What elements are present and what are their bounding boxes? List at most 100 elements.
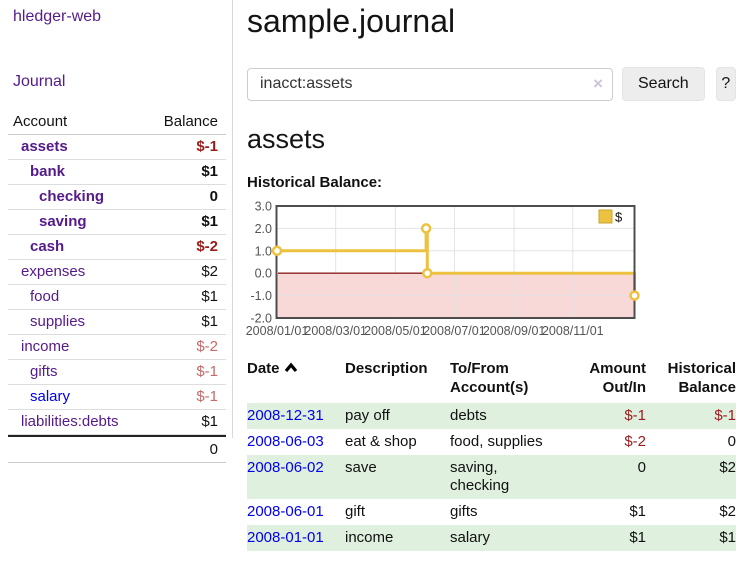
register-header-row: Date Description To/From Account(s) Amou…	[247, 359, 736, 403]
transaction-amount: $1	[629, 529, 646, 546]
transaction-date-link[interactable]: 2008-06-03	[247, 433, 324, 450]
data-point-markers	[271, 223, 640, 301]
transaction-date-link[interactable]: 2008-01-01	[247, 529, 324, 546]
account-row-gifts: gifts $-1	[8, 360, 226, 385]
account-link-food[interactable]: food	[30, 288, 60, 305]
account-row-expenses: expenses $2	[8, 260, 226, 285]
clear-search-icon[interactable]: ×	[593, 73, 603, 93]
transaction-balance: $2	[719, 503, 736, 520]
svg-text:3.0: 3.0	[255, 200, 272, 214]
transaction-amount: $-2	[624, 433, 646, 450]
account-link-income[interactable]: income	[21, 338, 70, 355]
account-row-income: income $-2	[8, 335, 226, 360]
balance-header: Historical Balance	[667, 360, 736, 396]
transaction-description: pay off	[345, 407, 390, 424]
sort-by-date-header[interactable]: Date	[247, 359, 345, 403]
transaction-balance: 0	[727, 433, 736, 450]
svg-text:2008/05/01: 2008/05/01	[364, 324, 427, 338]
transaction-date-link[interactable]: 2008-12-31	[247, 407, 324, 424]
svg-text:2008/01/01: 2008/01/01	[246, 324, 309, 338]
account-link-gifts[interactable]: gifts	[30, 363, 58, 380]
table-row: 2008-01-01 income salary $1 $1	[247, 525, 736, 551]
transaction-date-link[interactable]: 2008-06-01	[247, 503, 324, 520]
svg-text:2008/09/01: 2008/09/01	[483, 324, 546, 338]
search-form: × Search ?	[247, 67, 736, 101]
account-link-saving[interactable]: saving	[39, 213, 87, 230]
transaction-accounts: gifts	[450, 503, 478, 520]
account-balance: $1	[201, 413, 218, 430]
account-balance: $1	[201, 288, 218, 305]
description-header: Description	[345, 360, 428, 377]
accounts-header-account: Account	[13, 113, 68, 130]
accounts-total-value: 0	[209, 441, 218, 458]
transaction-description: save	[345, 459, 377, 476]
sidebar-item-journal[interactable]: Journal	[13, 73, 66, 90]
transaction-accounts: food, supplies	[450, 433, 543, 450]
transaction-amount: $1	[629, 503, 646, 520]
svg-text:2008/03/01: 2008/03/01	[304, 324, 367, 338]
account-row-saving: saving $1	[8, 210, 226, 235]
account-balance: 0	[209, 188, 218, 205]
account-balance: $1	[201, 313, 218, 330]
chart-legend: $	[598, 209, 623, 225]
transaction-description: eat & shop	[345, 433, 417, 450]
svg-text:2.0: 2.0	[255, 222, 272, 236]
account-link-bank[interactable]: bank	[30, 163, 66, 180]
account-balance: $-1	[196, 363, 218, 380]
account-balance: $-1	[196, 388, 218, 405]
account-row-cash: cash $-2	[8, 235, 226, 260]
account-link-checking[interactable]: checking	[39, 188, 105, 205]
chart-border	[275, 205, 636, 319]
accounts-header: To/From Account(s)	[450, 360, 529, 396]
transaction-accounts: saving, checking	[450, 459, 510, 494]
historical-balance-chart: $ 3.0 2.0 1.0 0.0 -1.0 -2.0 2008/01/01 2…	[246, 200, 640, 338]
help-button[interactable]: ?	[715, 67, 736, 101]
table-row: 2008-06-01 gift gifts $1 $2	[247, 499, 736, 525]
accounts-tree: Account Balance assets $-1 bank $1 check…	[8, 110, 226, 463]
account-link-liabilities-debts[interactable]: liabilities:debts	[21, 413, 119, 430]
transaction-accounts: salary	[450, 529, 491, 546]
transaction-description: gift	[345, 503, 366, 520]
account-balance: $-1	[196, 138, 218, 155]
x-axis-labels: 2008/01/01 2008/03/01 2008/05/01 2008/07…	[246, 324, 604, 338]
date-header-label: Date	[247, 360, 280, 377]
search-input[interactable]	[247, 67, 613, 101]
amount-header: Amount Out/In	[589, 360, 646, 396]
svg-text:0.0: 0.0	[255, 267, 272, 281]
account-link-supplies[interactable]: supplies	[30, 313, 86, 330]
register-table: Date Description To/From Account(s) Amou…	[247, 359, 736, 551]
account-row-bank: bank $1	[8, 160, 226, 185]
transaction-accounts: debts	[450, 407, 487, 424]
transaction-description: income	[345, 529, 394, 546]
y-axis-labels: 3.0 2.0 1.0 0.0 -1.0 -2.0	[250, 200, 272, 326]
account-row-supplies: supplies $1	[8, 310, 226, 335]
sidebar: hledger-web Journal Account Balance asse…	[0, 0, 232, 463]
svg-text:-1.0: -1.0	[250, 289, 272, 303]
account-row-liabilities-debts: liabilities:debts $1	[8, 410, 226, 435]
account-link-expenses[interactable]: expenses	[21, 263, 86, 280]
transaction-balance: $-1	[714, 407, 736, 424]
transaction-amount: $-1	[624, 407, 646, 424]
account-row-food: food $1	[8, 285, 226, 310]
transaction-balance: $1	[719, 529, 736, 546]
chart-title: Historical Balance:	[247, 174, 383, 191]
brand-link[interactable]: hledger-web	[13, 8, 102, 25]
account-row-salary: salary $-1	[8, 385, 226, 410]
svg-text:2008/07/01: 2008/07/01	[423, 324, 486, 338]
accounts-header-balance: Balance	[163, 113, 218, 130]
account-balance: $1	[201, 163, 218, 180]
account-balance: $-2	[196, 238, 218, 255]
search-button[interactable]: Search	[622, 67, 705, 101]
transaction-date-link[interactable]: 2008-06-02	[247, 459, 324, 476]
svg-text:1.0: 1.0	[255, 244, 272, 258]
account-balance: $1	[201, 213, 218, 230]
account-link-salary[interactable]: salary	[30, 388, 71, 405]
account-link-cash[interactable]: cash	[30, 238, 65, 255]
svg-text:2008/11/01: 2008/11/01	[542, 324, 604, 338]
account-link-assets[interactable]: assets	[21, 138, 68, 155]
accounts-header: Account Balance	[8, 110, 226, 135]
legend-swatch	[598, 209, 613, 224]
transaction-amount: 0	[637, 459, 646, 476]
page-title: sample.journal	[247, 3, 456, 39]
account-balance: $2	[201, 263, 218, 280]
